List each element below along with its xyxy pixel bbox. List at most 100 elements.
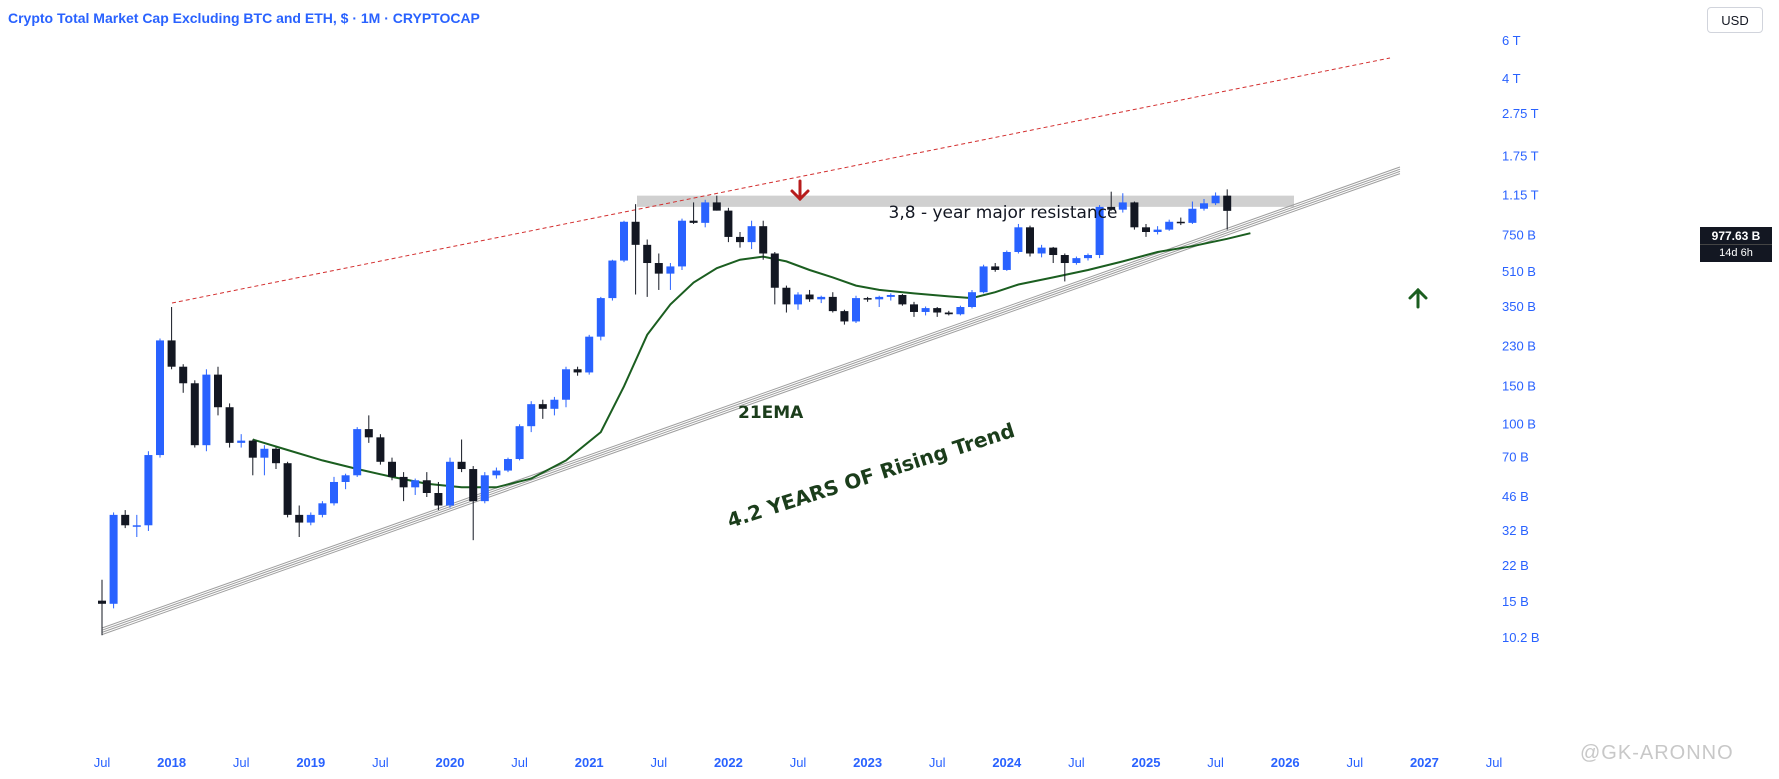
candle[interactable]: [573, 366, 582, 376]
currency-button[interactable]: USD: [1707, 7, 1763, 33]
candle[interactable]: [1118, 193, 1127, 213]
candle[interactable]: [376, 434, 385, 465]
candle[interactable]: [863, 296, 872, 302]
candle[interactable]: [214, 366, 222, 416]
candle[interactable]: [956, 305, 965, 316]
candle[interactable]: [759, 220, 768, 260]
candle[interactable]: [167, 307, 176, 370]
candle[interactable]: [132, 514, 141, 538]
candle[interactable]: [492, 467, 501, 479]
candle[interactable]: [469, 466, 478, 541]
candle[interactable]: [1049, 246, 1058, 264]
candle[interactable]: [1026, 225, 1034, 257]
candle[interactable]: [283, 461, 292, 518]
candle[interactable]: [840, 309, 849, 325]
candle[interactable]: [886, 293, 895, 301]
candle[interactable]: [701, 199, 710, 228]
candle[interactable]: [898, 294, 907, 306]
candle[interactable]: [933, 307, 942, 317]
candle[interactable]: [527, 401, 536, 433]
candle[interactable]: [620, 220, 628, 263]
candle[interactable]: [144, 451, 153, 531]
candle[interactable]: [306, 512, 315, 526]
candle[interactable]: [585, 334, 594, 375]
candle[interactable]: [411, 478, 420, 495]
candle[interactable]: [260, 445, 269, 476]
candle[interactable]: [828, 292, 837, 313]
candle[interactable]: [1165, 219, 1174, 231]
candle[interactable]: [446, 457, 454, 508]
candle[interactable]: [1153, 226, 1162, 235]
candle[interactable]: [515, 424, 524, 461]
candle[interactable]: [736, 231, 744, 248]
candle[interactable]: [910, 301, 918, 317]
candle[interactable]: [1084, 253, 1092, 261]
candle[interactable]: [388, 457, 396, 481]
candle[interactable]: [817, 295, 826, 304]
candle[interactable]: [770, 251, 779, 305]
candle[interactable]: [190, 380, 199, 448]
candle[interactable]: [608, 259, 617, 301]
candle[interactable]: [1188, 201, 1197, 224]
candle[interactable]: [237, 434, 246, 448]
candle[interactable]: [504, 457, 512, 473]
time-axis[interactable]: Jul 2018 Jul 2019 Jul 2020 Jul 2021 Jul 2022 Jul 20…: [94, 755, 1503, 770]
candle[interactable]: [550, 396, 559, 416]
candle[interactable]: [457, 439, 466, 473]
candle[interactable]: [643, 239, 652, 297]
candle[interactable]: [1107, 191, 1116, 211]
candle[interactable]: [805, 289, 814, 302]
candle[interactable]: [782, 285, 791, 313]
candle[interactable]: [399, 472, 408, 502]
candle[interactable]: [1060, 253, 1069, 282]
candle[interactable]: [330, 476, 338, 506]
candle[interactable]: [654, 253, 663, 290]
candle[interactable]: [944, 310, 953, 316]
candle[interactable]: [480, 472, 489, 504]
candle[interactable]: [156, 338, 164, 458]
price-axis[interactable]: 6 T 4 T 2.75 T 1.75 T 1.15 T 750 B 510 B 350 B 2…: [1502, 33, 1540, 645]
candle[interactable]: [248, 439, 257, 476]
candle[interactable]: [968, 289, 976, 309]
candle[interactable]: [991, 263, 1000, 272]
candle[interactable]: [666, 263, 675, 290]
candle[interactable]: [875, 295, 884, 308]
candle[interactable]: [1200, 198, 1208, 211]
candle[interactable]: [353, 427, 362, 477]
candle[interactable]: [364, 415, 373, 443]
candle[interactable]: [712, 195, 721, 211]
candle[interactable]: [631, 204, 640, 295]
candle[interactable]: [318, 501, 327, 518]
candle[interactable]: [121, 510, 130, 529]
candle[interactable]: [272, 447, 280, 470]
candle[interactable]: [341, 473, 350, 490]
candle[interactable]: [538, 399, 547, 419]
candle[interactable]: [562, 366, 570, 408]
candle[interactable]: [1072, 256, 1081, 265]
candle[interactable]: [225, 403, 234, 448]
candle[interactable]: [295, 505, 304, 538]
candle[interactable]: [794, 292, 802, 310]
candle[interactable]: [202, 369, 211, 452]
candle[interactable]: [1037, 244, 1046, 258]
candle[interactable]: [747, 220, 756, 250]
candle[interactable]: [1211, 192, 1220, 206]
candle[interactable]: [979, 264, 988, 294]
candle[interactable]: [1095, 205, 1104, 259]
candle[interactable]: [1130, 201, 1139, 230]
candle[interactable]: [1176, 217, 1185, 226]
candle[interactable]: [98, 579, 106, 636]
candle[interactable]: [852, 295, 860, 324]
candle[interactable]: [921, 306, 930, 316]
candle[interactable]: [179, 364, 188, 393]
candle[interactable]: [724, 207, 733, 243]
candle[interactable]: [1014, 223, 1023, 254]
candle[interactable]: [434, 481, 443, 511]
candle[interactable]: [422, 472, 431, 497]
candle[interactable]: [596, 296, 605, 341]
candle[interactable]: [689, 202, 698, 224]
candle[interactable]: [678, 218, 686, 270]
candle[interactable]: [1142, 223, 1150, 237]
candle[interactable]: [1223, 189, 1232, 230]
